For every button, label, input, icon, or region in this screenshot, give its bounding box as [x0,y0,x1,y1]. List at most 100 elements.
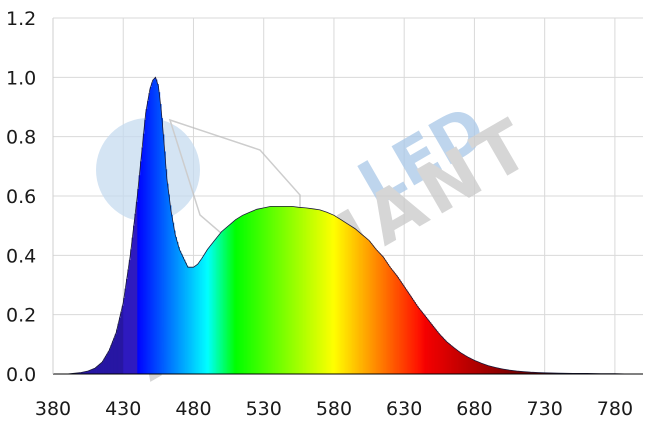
spectrum-bar [415,304,418,374]
spectrum-bar [467,357,470,374]
spectrum-bar [509,370,512,374]
spectrum-bar [378,253,381,374]
spectrum-bar [109,348,111,374]
spectrum-bar [380,254,383,374]
spectrum-bar [384,259,387,374]
y-tick-label: 0.8 [6,127,36,149]
spectrum-bar [155,79,158,374]
spectrum-bar [214,239,217,374]
spectrum-bar [550,372,553,374]
y-tick-label: 0.2 [6,305,36,327]
spectrum-bar [120,311,123,374]
spectrum-bar [97,365,100,374]
spectrum-bar [173,230,176,374]
spectrum-bar [458,352,461,374]
spectrum-bar [526,371,529,374]
spectrum-bar [522,371,524,374]
spectrum-bar [272,206,274,374]
spectrum-bar [117,323,120,374]
spectrum-bar [156,84,159,374]
spectrum-bar [135,201,138,374]
spectrum-bar [408,293,411,374]
spectrum-bar [363,236,366,374]
spectrum-bar [501,368,503,374]
spectrum-bar [338,218,340,374]
x-axis-ticks: 380 430 480 530 580 630 680 730 780 [35,398,633,420]
spectrum-bar [190,267,193,374]
spectrum-bar [433,327,436,374]
spectrum-bar [387,264,390,374]
spectrum-bar [239,216,242,374]
spectrum-bar [100,362,103,374]
spectrum-bar [187,267,190,374]
spectrum-bar [266,207,269,374]
spectrum-bar [121,305,124,374]
spectrum-bar [492,366,495,374]
spectrum-bar [189,267,192,374]
spectrum-bar [530,372,533,374]
spectrum-bar [422,313,425,374]
spectrum-bar [137,189,140,374]
spectrum-bar [390,268,392,374]
spectrum-bar [402,285,405,374]
spectrum-bar [296,207,298,374]
spectrum-bar [222,229,225,374]
spectrum-bar [144,119,147,374]
spectrum-bar [426,318,429,374]
spectrum-bar [211,243,214,374]
x-tick-label: 580 [316,398,352,420]
spectrum-bar [430,324,433,374]
spectrum-bar [260,208,263,374]
spectrum-bar [165,169,168,374]
spectrum-bar [95,367,97,374]
spectrum-bar [311,208,314,374]
spectrum-bar [194,265,197,374]
spectrum-bar [76,372,79,374]
spectrum-bar [541,372,544,374]
spectrum-bar [525,371,527,374]
spectrum-bar [147,101,149,374]
spectrum-bar [208,246,211,374]
spectrum-bar [360,233,363,374]
spectrum-bar [523,371,526,374]
spectrum-bar [286,206,288,374]
spectrum-bar [86,371,89,374]
spectrum-bar [419,309,422,374]
spectrum-bar [241,215,244,374]
y-tick-label: 1.0 [6,67,36,89]
spectrum-bar [267,206,270,374]
spectrum-bar [107,351,110,374]
spectrum-bar [290,206,293,374]
spectrum-area [67,78,630,374]
spectrum-bar [131,237,134,374]
spectrum-bar [308,208,311,374]
spectrum-bar [307,208,310,374]
spectrum-bar [183,259,186,374]
spectrum-bar [113,337,116,374]
spectrum-bar [310,208,312,374]
spectrum-bar [207,248,210,374]
spectrum-bar [234,220,237,374]
spectrum-bar [369,241,371,374]
spectrum-bar [343,221,346,374]
spectrum-bar [442,337,444,374]
spectrum-bar [258,208,260,374]
spectrum-bar [242,214,245,374]
spectrum-bar [284,206,287,374]
spectrum-bar [322,211,325,374]
spectrum-bar [270,206,273,374]
spectrum-bar [517,371,520,374]
spectrum-bar [116,329,119,374]
spectrum-bar [510,370,513,374]
spectrum-bar [468,357,471,374]
spectrum-bar [235,219,238,374]
spectrum-bar [355,229,357,374]
spectrum-bar [265,207,267,374]
spectrum-bar [411,297,414,374]
spectrum-bar [529,372,532,374]
spectrum-bar [246,213,249,374]
spectrum-bar [339,219,342,374]
spectrum-bar [328,213,331,374]
spectrum-bar [398,279,401,374]
